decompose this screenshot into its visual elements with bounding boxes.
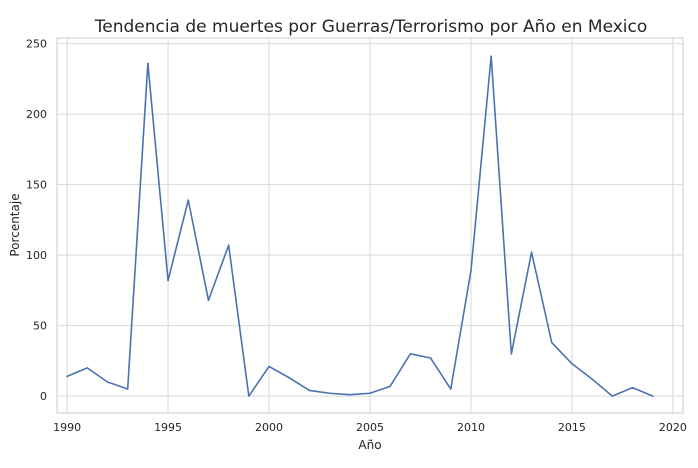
data-point <box>187 199 190 201</box>
data-point <box>308 389 311 392</box>
data-point <box>207 299 210 302</box>
data-point <box>571 362 573 365</box>
y-tick-label: 0 <box>40 390 47 403</box>
data-point <box>429 357 432 359</box>
x-tick-label: 2020 <box>659 421 687 434</box>
data-point <box>86 367 89 369</box>
y-axis-ticks: 0 50 100 150 200 250 <box>26 38 47 403</box>
x-axis-label: Año <box>358 438 381 452</box>
data-point <box>550 341 553 344</box>
data-point <box>631 386 634 389</box>
data-point <box>490 55 492 58</box>
x-tick-label: 1990 <box>53 421 81 434</box>
data-point <box>591 378 593 380</box>
y-tick-label: 250 <box>26 38 47 51</box>
data-point <box>248 395 250 397</box>
data-point <box>106 381 109 383</box>
data-point <box>126 388 129 390</box>
x-tick-label: 2015 <box>558 421 586 434</box>
series <box>66 55 654 397</box>
y-axis-label: Porcentaje <box>8 193 22 256</box>
chart-title: Tendencia de muertes por Guerras/Terrori… <box>94 17 648 37</box>
x-tick-label: 2005 <box>356 421 384 434</box>
data-point <box>66 375 68 378</box>
x-axis-ticks: 1990 1995 2000 2005 2010 2015 2020 <box>53 421 687 434</box>
data-point <box>227 244 230 247</box>
data-point <box>147 62 149 65</box>
series-line <box>66 55 654 397</box>
y-tick-label: 200 <box>26 108 47 121</box>
data-point <box>268 365 270 368</box>
data-point <box>369 392 371 395</box>
data-point <box>510 352 513 355</box>
x-tick-label: 1995 <box>154 421 182 434</box>
data-point <box>470 269 472 272</box>
y-tick-label: 150 <box>26 179 47 192</box>
data-point <box>409 352 412 355</box>
data-point <box>288 376 291 379</box>
data-point <box>611 395 614 397</box>
data-point <box>349 393 351 396</box>
data-point <box>328 392 331 395</box>
data-point <box>167 279 169 282</box>
data-point <box>530 251 533 254</box>
grid <box>57 38 683 413</box>
data-point <box>449 388 452 390</box>
y-tick-label: 100 <box>26 249 47 262</box>
plot-frame <box>56 37 684 414</box>
y-tick-label: 50 <box>33 320 47 333</box>
x-tick-label: 2010 <box>457 421 485 434</box>
x-tick-label: 2000 <box>255 421 283 434</box>
data-point <box>389 385 391 388</box>
data-point <box>651 395 654 397</box>
